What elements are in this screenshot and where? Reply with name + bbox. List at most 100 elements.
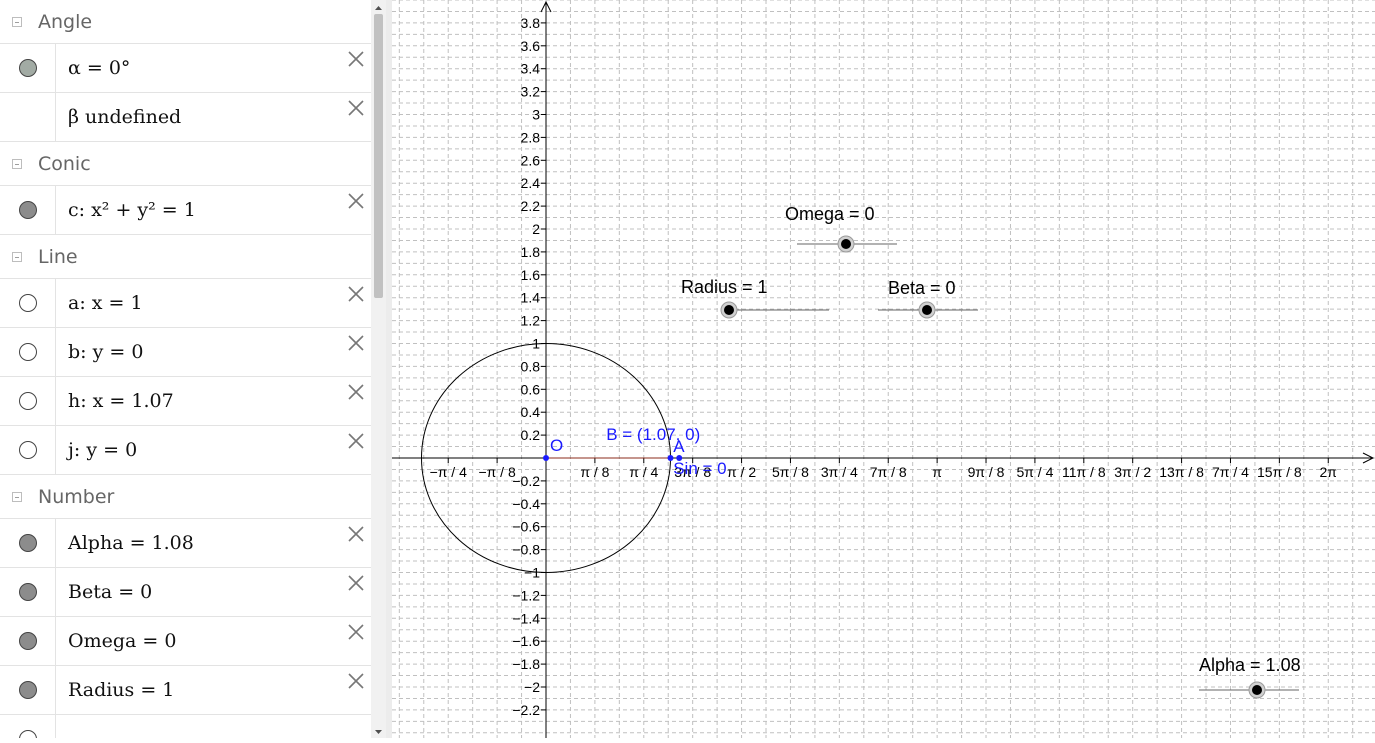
y-tick-label: 3.8: [521, 15, 541, 31]
delete-icon[interactable]: [347, 99, 365, 117]
point-a[interactable]: [676, 455, 683, 461]
algebra-item-text[interactable]: a: x = 1: [68, 292, 143, 314]
scroll-down-arrow-icon[interactable]: [371, 724, 386, 738]
x-tick-label: −π / 4: [430, 464, 468, 480]
delete-icon[interactable]: [347, 192, 365, 210]
x-tick-label: 3π / 2: [1114, 464, 1151, 480]
algebra-item-text[interactable]: Omega = 0: [68, 630, 177, 652]
collapse-icon[interactable]: [12, 251, 22, 262]
point-a-label: A: [673, 437, 685, 456]
group-header-angle[interactable]: Angle: [0, 0, 371, 44]
y-tick-label: −0.4: [512, 496, 540, 512]
scroll-up-arrow-icon[interactable]: [371, 0, 386, 14]
delete-icon[interactable]: [347, 383, 365, 401]
delete-icon[interactable]: [347, 432, 365, 450]
point-o[interactable]: [543, 455, 549, 461]
visibility-toggle[interactable]: [0, 328, 56, 376]
visibility-toggle[interactable]: [0, 44, 56, 92]
visibility-toggle[interactable]: [0, 426, 56, 474]
algebra-item-text[interactable]: Alpha = 1.08: [68, 532, 194, 554]
delete-icon[interactable]: [347, 672, 365, 690]
slider-beta-knob[interactable]: [922, 305, 932, 315]
y-axis-arrow-icon: [540, 0, 552, 13]
visibility-toggle[interactable]: [0, 568, 56, 616]
y-tick-label: 1.4: [521, 290, 541, 306]
x-tick-label: π / 2: [727, 464, 756, 480]
x-tick-label: 15π / 8: [1257, 464, 1302, 480]
algebra-item-text[interactable]: c: x² + y² = 1: [68, 199, 196, 221]
group-header-conic[interactable]: Conic: [0, 142, 371, 186]
marble-icon[interactable]: [18, 201, 37, 219]
y-tick-label: 3.2: [521, 84, 541, 100]
algebra-item-text[interactable]: b: y = 0: [68, 341, 144, 363]
delete-icon[interactable]: [347, 50, 365, 68]
algebra-item[interactable]: c: x² + y² = 1: [0, 186, 371, 235]
algebra-item[interactable]: β undefined: [0, 93, 371, 142]
collapse-icon[interactable]: [12, 491, 22, 502]
algebra-item[interactable]: a: x = 1: [0, 279, 371, 328]
group-label: Line: [38, 245, 78, 268]
y-tick-label: 2.8: [521, 129, 541, 145]
visibility-toggle[interactable]: [0, 715, 56, 738]
algebra-item-text[interactable]: j: y = 0: [68, 439, 138, 461]
visibility-toggle[interactable]: [0, 279, 56, 327]
marble-icon[interactable]: [18, 681, 37, 699]
slider-alpha-label: Alpha = 1.08: [1199, 655, 1301, 675]
algebra-item-text[interactable]: α = 0°: [68, 57, 131, 79]
group-label: Conic: [38, 152, 91, 175]
collapse-icon[interactable]: [12, 16, 22, 27]
marble-icon[interactable]: [18, 632, 37, 650]
marble-icon[interactable]: [18, 343, 37, 361]
y-tick-label: 0.4: [521, 404, 541, 420]
algebra-item[interactable]: [0, 715, 371, 738]
x-tick-label: π / 8: [580, 464, 609, 480]
slider-alpha-knob[interactable]: [1252, 685, 1262, 695]
graphics-view[interactable]: −π / 4 −π / 8 π / 8 π / 4 3π / 8 π / 2 5π / 8 3…: [392, 0, 1375, 738]
algebra-item[interactable]: α = 0°: [0, 44, 371, 93]
algebra-item[interactable]: Beta = 0: [0, 568, 371, 617]
x-tick-label: 7π / 8: [870, 464, 907, 480]
point-b-label: B = (1.07, 0): [606, 425, 700, 444]
visibility-toggle[interactable]: [0, 666, 56, 714]
algebra-item[interactable]: Alpha = 1.08: [0, 519, 371, 568]
delete-icon[interactable]: [347, 574, 365, 592]
x-tick-label: 9π / 8: [968, 464, 1005, 480]
collapse-icon[interactable]: [12, 158, 22, 169]
slider-radius-knob[interactable]: [724, 305, 734, 315]
algebra-item[interactable]: h: x = 1.07: [0, 377, 371, 426]
visibility-toggle[interactable]: [0, 186, 56, 234]
group-header-number[interactable]: Number: [0, 475, 371, 519]
algebra-item-text[interactable]: β undefined: [68, 106, 182, 128]
visibility-toggle[interactable]: [0, 519, 56, 567]
visibility-toggle[interactable]: [0, 617, 56, 665]
x-tick-label: 2π: [1320, 464, 1338, 480]
view-divider[interactable]: [386, 0, 392, 738]
marble-icon[interactable]: [18, 534, 37, 552]
algebra-item-text[interactable]: h: x = 1.07: [68, 390, 174, 412]
algebra-scrollbar[interactable]: [371, 0, 386, 738]
algebra-item[interactable]: b: y = 0: [0, 328, 371, 377]
marble-icon[interactable]: [18, 441, 37, 459]
algebra-item-text[interactable]: Beta = 0: [68, 581, 153, 603]
x-tick-label: −π / 8: [478, 464, 516, 480]
visibility-toggle[interactable]: [0, 377, 56, 425]
algebra-item-text[interactable]: Radius = 1: [68, 679, 175, 701]
marble-icon[interactable]: [18, 583, 37, 601]
x-tick-label: π / 4: [629, 464, 658, 480]
delete-icon[interactable]: [347, 525, 365, 543]
visibility-toggle[interactable]: [0, 93, 56, 141]
algebra-item[interactable]: Omega = 0: [0, 617, 371, 666]
slider-omega-knob[interactable]: [841, 239, 851, 249]
algebra-item[interactable]: Radius = 1: [0, 666, 371, 715]
marble-icon[interactable]: [18, 730, 37, 738]
scrollbar-thumb[interactable]: [374, 14, 383, 298]
delete-icon[interactable]: [347, 285, 365, 303]
delete-icon[interactable]: [347, 334, 365, 352]
point-on-circle[interactable]: [667, 455, 674, 461]
marble-icon[interactable]: [18, 294, 37, 312]
delete-icon[interactable]: [347, 623, 365, 641]
algebra-item[interactable]: j: y = 0: [0, 426, 371, 475]
marble-icon[interactable]: [18, 392, 37, 410]
marble-icon[interactable]: [18, 59, 37, 77]
group-header-line[interactable]: Line: [0, 235, 371, 279]
